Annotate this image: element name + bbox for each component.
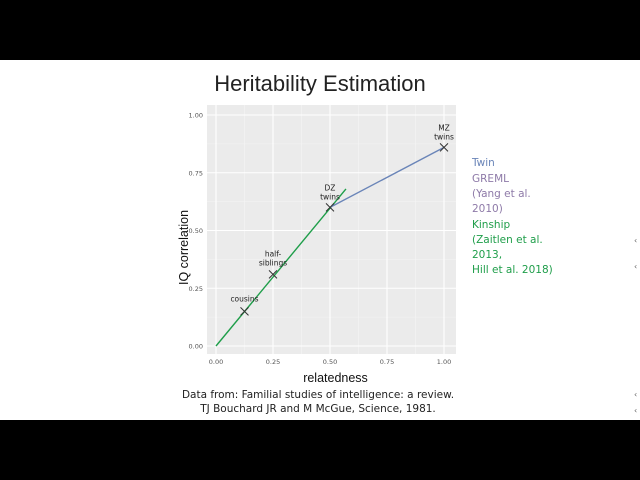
caption-line-2: TJ Bouchard JR and M McGue, Science, 198…	[200, 403, 436, 415]
x-tick-label: 0.25	[266, 358, 280, 366]
data-point-marker	[268, 270, 278, 279]
heritability-chart: 0.00 0.00 0.25 0.25 0.50 0.50 0.75 0.75 1.00 1.00…	[177, 105, 456, 385]
edge-glyph: ‹	[634, 236, 638, 245]
x-tick-label: 0.75	[380, 358, 394, 366]
line-kinship	[215, 188, 347, 347]
slide: Heritability Estimation 0.00 0.00 0.25 0.25…	[0, 60, 640, 420]
x-tick-label: 1.00	[437, 358, 451, 366]
edge-glyph: ‹	[634, 262, 638, 271]
slide-title: Heritability Estimation	[214, 71, 426, 96]
edge-glyph: ‹	[634, 390, 638, 399]
data-point-label: DZ twins	[320, 183, 340, 201]
data-point-label: half-siblings	[259, 249, 287, 267]
edge-glyph: ‹	[634, 406, 638, 415]
x-tick-label: 0.00	[209, 358, 223, 366]
caption-line-1: Data from: Familial studies of intellige…	[181, 389, 455, 401]
x-tick-label: 0.50	[323, 358, 337, 366]
data-point-marker	[325, 203, 335, 212]
legend-greml: GREML (Yang et al. 2010)	[472, 173, 531, 215]
x-axis-label: relatedness	[303, 371, 368, 385]
line-twin	[329, 146, 445, 209]
y-tick-label: 0.75	[189, 169, 203, 177]
y-tick-label: 0.25	[189, 285, 203, 293]
legend-kinship: Kinship (Zaitlen et al. 2013, Hill et al…	[472, 219, 553, 276]
data-point-label: MZ twins	[434, 123, 454, 141]
y-tick-label: 1.00	[189, 112, 203, 120]
data-point-label: cousins	[230, 294, 258, 303]
plot-panel	[207, 105, 456, 354]
legend-twin: Twin	[472, 157, 495, 169]
y-tick-label: 0.50	[189, 227, 203, 235]
y-axis-label: IQ correlation	[177, 210, 191, 285]
data-point-marker	[439, 142, 449, 152]
data-point-marker	[240, 306, 249, 316]
y-tick-label: 0.00	[189, 343, 203, 351]
